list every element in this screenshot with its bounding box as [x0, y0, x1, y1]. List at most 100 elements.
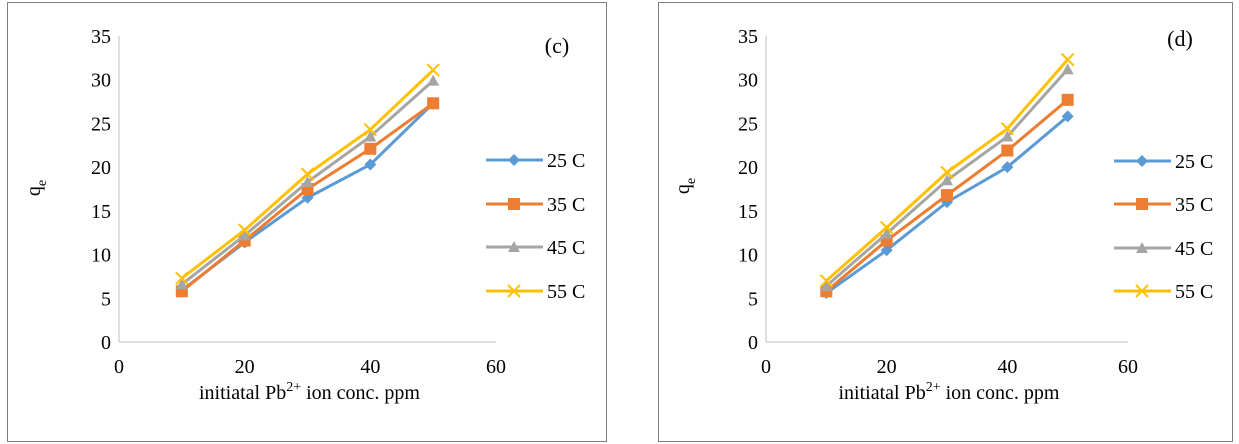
x-axis-title: initiatal Pb2+ ion conc. ppm	[839, 380, 1060, 404]
y-tick-label: 20	[91, 157, 111, 179]
x-axis-title-part: ion conc. ppm	[941, 382, 1060, 404]
x-axis-title-sup: 2+	[926, 380, 941, 395]
data-point	[300, 167, 315, 181]
y-tick-label: 30	[91, 70, 111, 92]
data-point	[364, 158, 377, 171]
x-tick-label: 20	[235, 356, 255, 378]
legend-label: 25 C	[547, 150, 585, 172]
data-point	[175, 278, 188, 290]
y-tick-label: 10	[91, 245, 111, 267]
y-tick-label: 25	[91, 113, 111, 135]
legend-item: 55 C	[486, 281, 585, 303]
y-tick-label: 15	[738, 201, 758, 223]
data-point	[1001, 161, 1014, 174]
x-axis-title-part: ion conc. ppm	[301, 382, 420, 404]
x-axis-title-part: initiatal Pb	[199, 382, 286, 404]
legend-item: 25 C	[1114, 151, 1213, 173]
legend-marker	[508, 241, 520, 252]
x-tick-label: 0	[761, 356, 771, 378]
y-tick-label: 5	[101, 288, 111, 310]
data-point	[820, 280, 833, 292]
data-point	[1061, 93, 1074, 106]
chart-panel-d: 0 5 10 15 20 25 30 35 0 20 40 60 initiatal Pb2+ ion …	[658, 2, 1233, 442]
y-tick-label: 15	[91, 201, 111, 223]
data-point	[941, 189, 953, 202]
y-axis-title-main: q	[23, 186, 45, 196]
y-tick-label: 35	[738, 26, 758, 48]
series-3	[819, 52, 1075, 288]
x-tick-label: 60	[1118, 356, 1138, 378]
y-axis-title: qe	[672, 178, 699, 194]
legend-item: 55 C	[1114, 281, 1213, 303]
legend-marker	[507, 284, 521, 298]
data-point	[941, 174, 953, 186]
y-tick-label: 0	[101, 332, 111, 354]
y-tick-label: 5	[748, 288, 758, 310]
panel-label: (d)	[1167, 26, 1193, 51]
legend-marker	[1135, 284, 1149, 298]
data-point	[301, 176, 314, 188]
legend-item: 35 C	[486, 194, 585, 216]
legend-label: 25 C	[1175, 151, 1213, 173]
data-point	[819, 274, 834, 288]
data-point	[1061, 110, 1074, 123]
data-point	[237, 223, 252, 237]
legend-label: 55 C	[547, 281, 585, 303]
data-point	[427, 97, 440, 110]
y-tick-label: 20	[738, 157, 758, 179]
data-point	[880, 227, 893, 239]
data-point	[1001, 144, 1014, 157]
x-tick-label: 20	[877, 356, 897, 378]
data-point	[426, 63, 440, 77]
series-1	[820, 93, 1074, 298]
legend-label: 45 C	[1175, 238, 1213, 260]
legend-item: 45 C	[1114, 238, 1213, 260]
series-2	[175, 74, 440, 290]
legend-marker	[1136, 242, 1148, 253]
y-tick-label: 30	[738, 70, 758, 92]
legend-marker	[508, 198, 520, 210]
series-3	[175, 63, 440, 285]
legend-marker	[508, 154, 520, 166]
data-point	[940, 165, 954, 180]
x-axis-title: initiatal Pb2+ ion conc. ppm	[199, 380, 420, 404]
data-point	[1061, 63, 1074, 75]
x-axis-title-sup: 2+	[286, 380, 301, 395]
data-point	[364, 130, 377, 142]
y-axis-title-main: q	[672, 184, 694, 194]
legend-item: 35 C	[1114, 194, 1213, 216]
data-point	[880, 244, 893, 257]
y-axis-title-sub: e	[35, 180, 50, 186]
y-axis-title: qe	[23, 180, 50, 196]
x-tick-label: 0	[114, 356, 124, 378]
series-0	[820, 110, 1074, 300]
y-tick-label: 10	[738, 245, 758, 267]
panel-label: (c)	[545, 33, 569, 58]
y-tick-label: 35	[91, 26, 111, 48]
legend-item: 45 C	[486, 237, 585, 259]
series-2	[820, 63, 1074, 292]
data-point	[879, 220, 894, 235]
series-line	[825, 58, 1069, 282]
data-point	[1060, 52, 1075, 67]
data-point	[1000, 121, 1015, 136]
legend-label: 35 C	[547, 194, 585, 216]
data-point	[238, 229, 251, 241]
y-tick-label: 0	[748, 332, 758, 354]
data-point	[175, 271, 189, 285]
data-point	[1001, 130, 1014, 142]
x-axis-title-part: initiatal Pb	[839, 382, 926, 404]
legend-marker	[1136, 155, 1148, 167]
legend-marker	[1136, 198, 1148, 210]
data-point	[427, 74, 440, 86]
legend-label: 35 C	[1175, 194, 1213, 216]
legend-label: 45 C	[547, 237, 585, 259]
legend-item: 25 C	[486, 150, 585, 172]
data-point	[364, 142, 377, 155]
y-tick-label: 25	[738, 113, 758, 135]
chart-d-svg: 0 5 10 15 20 25 30 35 0 20 40 60 initiatal Pb2+ ion …	[672, 26, 1213, 404]
x-tick-label: 40	[997, 356, 1017, 378]
legend-label: 55 C	[1175, 281, 1213, 303]
y-axis-title-sub: e	[684, 178, 699, 184]
chart-c-svg: 0 5 10 15 20 25 30 35 0 20 40 60 initiatal Pb2+ ion …	[23, 26, 585, 404]
